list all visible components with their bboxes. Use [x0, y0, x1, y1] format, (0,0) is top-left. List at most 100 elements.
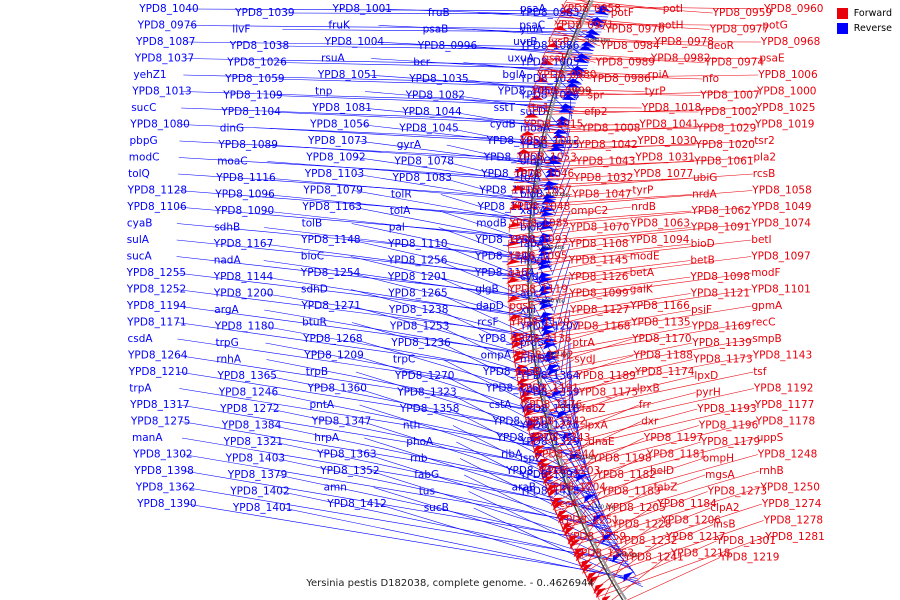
forward-gene-label: clpA2	[710, 502, 739, 514]
kbp-tick-label: 1750 kbp	[591, 505, 615, 511]
reverse-gene-label: YPD8_1275	[130, 416, 190, 428]
forward-leader-line	[570, 487, 761, 547]
forward-leader-line	[547, 48, 596, 63]
forward-leader-line	[525, 371, 754, 420]
forward-leader-line	[545, 52, 651, 59]
reverse-gene-label: YPD8_1403	[225, 453, 285, 465]
reverse-gene-label: YPD8_1163	[301, 201, 361, 213]
reverse-leader-line	[265, 194, 554, 223]
forward-feature-arrow	[559, 8, 575, 15]
forward-feature-arrow	[586, 571, 598, 583]
forward-leader-line	[511, 338, 516, 367]
forward-leader-line	[509, 206, 752, 229]
forward-gene-label: YPD8_1136	[511, 333, 572, 345]
legend-forward-label: Forward	[853, 8, 892, 19]
forward-feature-arrow	[582, 563, 593, 574]
reverse-gene-label: YPD8_1004	[324, 36, 385, 48]
forward-gene-label: psaE	[759, 53, 784, 65]
forward-leader-line	[523, 128, 697, 131]
forward-feature-arrow	[522, 405, 535, 414]
forward-gene-label: lpxD	[694, 370, 718, 382]
forward-leader-line	[508, 223, 752, 249]
forward-gene-label: psiF	[691, 304, 712, 316]
forward-gene-label: YPD8_1183	[600, 486, 660, 498]
forward-gene-label: rpiA	[648, 69, 670, 81]
forward-gene-label: YPD8_1198	[591, 453, 651, 465]
reverse-gene-label: YPD8_1359	[519, 387, 579, 399]
forward-gene-label: YPD8_1093	[508, 234, 568, 246]
reverse-gene-label: mltD	[520, 354, 545, 366]
reverse-leader-line	[184, 58, 589, 66]
reverse-leader-line	[568, 342, 571, 412]
reverse-gene-label: hrpA	[314, 432, 340, 444]
forward-feature-arrow	[516, 378, 530, 386]
reverse-gene-label: sucC	[131, 102, 156, 114]
forward-gene-label: YPD8_1181	[646, 449, 706, 461]
forward-leader-line	[516, 157, 636, 165]
forward-gene-label: YPD8_1057	[512, 185, 572, 197]
reverse-gene-label: YPD8_1001	[332, 3, 392, 15]
forward-gene-label: potF	[611, 7, 634, 19]
forward-gene-label: YPD8_1058	[751, 185, 811, 197]
reverse-gene-label: YPD8_1238	[388, 304, 448, 316]
reverse-gene-label: YPD8_1028	[519, 90, 579, 102]
forward-gene-label: YPD8_1032	[573, 172, 633, 184]
reverse-gene-label: YPD8_1327	[478, 333, 538, 345]
reverse-gene-label: cstA	[489, 399, 512, 411]
reverse-leader-line	[179, 140, 563, 161]
forward-leader-line	[520, 359, 694, 398]
forward-feature-arrow	[552, 25, 568, 31]
forward-gene-label: dxr	[641, 416, 659, 428]
reverse-feature-arrow	[612, 552, 624, 563]
kbp-tick-label: 1500 kbp	[541, 245, 565, 251]
forward-feature-arrow	[542, 476, 555, 485]
forward-leader-line	[547, 27, 556, 43]
reverse-gene-label: fabA	[520, 238, 545, 250]
kbp-ticks: 1300 kbp 1350 kbp 1400 kbp 1450 kbp 1500 kbp…	[541, 38, 639, 559]
forward-leader-line	[519, 144, 696, 149]
forward-gene-label: tyrP	[632, 185, 653, 197]
reverse-leader-line	[564, 326, 571, 393]
reverse-leader-line	[176, 256, 553, 299]
forward-leader-line	[511, 194, 693, 206]
forward-gene-label: YPD8_1077	[633, 168, 693, 180]
reverse-feature-arrow	[574, 57, 589, 64]
reverse-leader-line	[265, 342, 567, 400]
reverse-leader-line	[187, 25, 603, 30]
reverse-leader-line	[273, 441, 603, 512]
forward-gene-label: ubiG	[693, 172, 717, 184]
forward-gene-label: YPD8_0977	[709, 24, 769, 36]
reverse-gene-label: bioB	[520, 189, 543, 201]
forward-leader-line	[554, 30, 601, 47]
reverse-gene-label: YPD8_1081	[311, 102, 371, 114]
reverse-feature-arrow	[547, 154, 563, 160]
reverse-feature-arrow	[538, 277, 553, 284]
forward-gene-label: YPD8_1047	[571, 189, 631, 201]
reverse-feature-arrow	[565, 82, 581, 88]
reverse-leader-line	[364, 437, 605, 515]
reverse-gene-label: YPD8_1276	[519, 420, 580, 432]
forward-gene-label: YPD8_1184	[656, 498, 717, 510]
reverse-gene-label: bglA	[502, 69, 526, 81]
forward-gene-label: potG	[762, 20, 787, 32]
reverse-gene-label: YPD8_1116	[215, 172, 276, 184]
reverse-gene-label: YPD8_1056	[309, 119, 370, 131]
forward-feature-arrow	[563, 527, 575, 537]
reverse-gene-label: YPD8_1200	[213, 288, 273, 300]
reverse-gene-label: YPD8_1110	[387, 238, 447, 250]
forward-leader-line	[509, 293, 691, 322]
reverse-gene-label: csdA	[128, 333, 154, 345]
reverse-leader-line	[353, 338, 567, 403]
reverse-leader-line	[362, 107, 570, 129]
legend-entry-reverse: Reverse	[836, 23, 892, 34]
reverse-feature-arrow	[546, 364, 560, 372]
reverse-feature-arrow	[538, 237, 553, 244]
forward-gene-label: accA	[553, 498, 579, 510]
forward-gene-label: YPD8_1197	[643, 432, 703, 444]
forward-gene-label: YPD8_1025	[755, 102, 815, 114]
forward-gene-label: YPD8_1170	[631, 333, 691, 345]
reverse-gene-label: xni	[520, 304, 536, 316]
reverse-gene-label: YPD8_1209	[303, 350, 363, 362]
reverse-leader-line	[370, 470, 622, 551]
reverse-leader-line	[455, 95, 574, 113]
